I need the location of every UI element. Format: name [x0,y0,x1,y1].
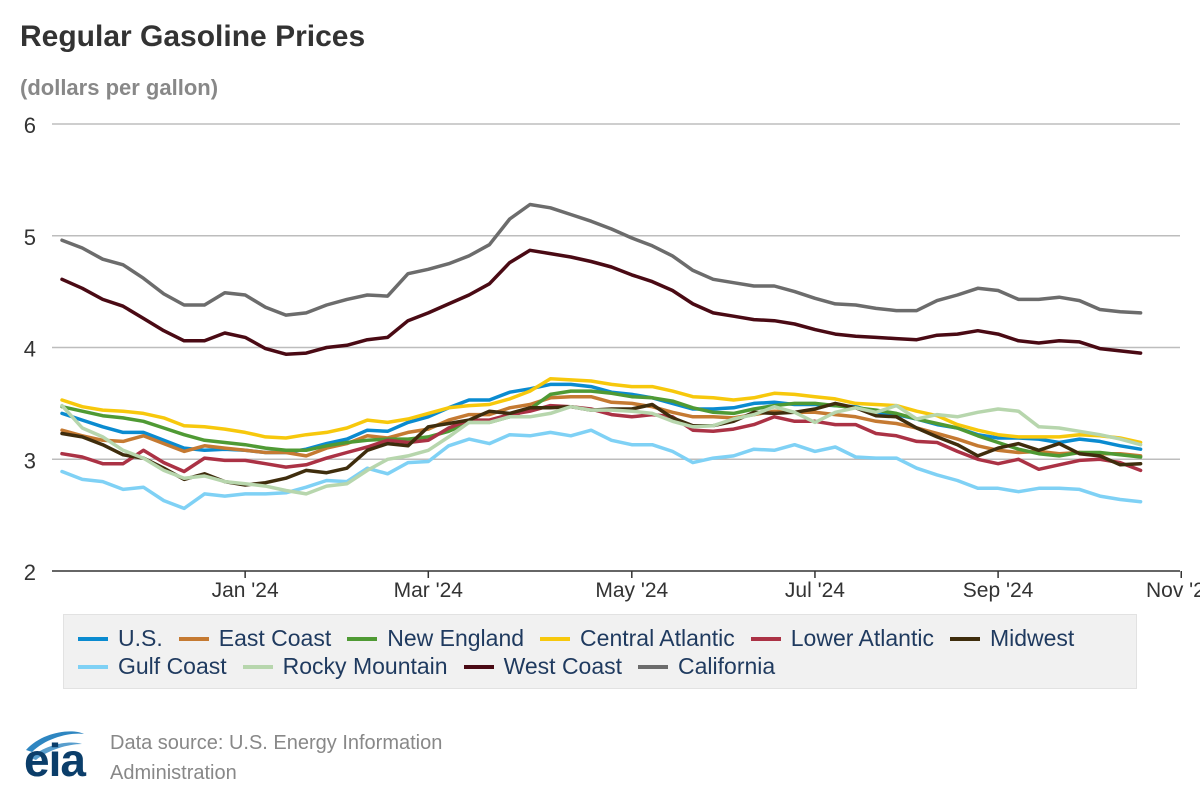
legend-item[interactable]: West Coast [463,653,623,680]
legend-label: Central Atlantic [580,625,735,651]
legend: U.S. East Coast New England Central Atlanti… [63,614,1137,689]
legend-row: Gulf Coast Rocky Mountain West Coast Califo… [78,653,791,680]
chart-subtitle: (dollars per gallon) [20,75,219,100]
legend-item[interactable]: Midwest [949,625,1075,652]
line-chart: 2 3 4 5 6 Jan '24 Mar '24 May '24 Jul '24 Sep '24… [24,113,1200,602]
legend-label: East Coast [218,625,332,651]
chart-title: Regular Gasoline Prices [20,20,366,53]
legend-swatch [463,664,494,669]
series-line-gulf-coast [60,428,1143,511]
legend-label: New England [387,625,525,651]
legend-swatch [78,636,108,641]
legend-swatch [178,636,209,641]
series-line-california [60,202,1143,317]
legend-label: Gulf Coast [118,653,227,679]
series-line-lower-atlantic [60,403,1143,474]
y-tick-label: 4 [24,337,36,362]
legend-item[interactable]: California [638,653,775,680]
series-line-west-coast [60,248,1143,356]
legend-row: U.S. East Coast New England Central Atlanti… [78,625,1090,652]
legend-label: Midwest [989,625,1075,651]
series-lines [60,202,1143,511]
legend-item[interactable]: Lower Atlantic [750,625,934,652]
eia-logo-icon [26,731,84,760]
legend-swatch [540,636,571,641]
legend-item[interactable]: Central Atlantic [540,625,735,652]
legend-label: West Coast [503,653,623,679]
series-line-east-coast [60,394,1143,458]
axes: 2 3 4 5 6 Jan '24 Mar '24 May '24 Jul '24 Sep '24… [24,113,1200,602]
data-source: Data source: U.S. Energy Information Adm… [110,732,443,784]
logo-text: eia [24,734,86,786]
legend-swatch [638,664,669,669]
x-tick-label: May '24 [595,579,668,602]
legend-item[interactable]: Rocky Mountain [242,653,448,680]
legend-swatch [750,636,781,641]
x-tick-label: Sep '24 [963,579,1034,602]
y-tick-label: 6 [24,113,36,138]
y-tick-label: 2 [24,560,36,585]
series-line-central-atlantic [60,377,1143,445]
legend-label: Rocky Mountain [282,653,448,679]
x-tick-label: Jan '24 [212,579,279,602]
legend-label: California [678,653,776,679]
x-tick-label: Nov '24 [1146,579,1200,602]
legend-swatch [78,664,108,669]
x-tick-label: Mar '24 [394,579,464,602]
legend-label: Lower Atlantic [790,625,934,651]
legend-item[interactable]: East Coast [178,625,332,652]
series-line-midwest [60,401,1143,487]
legend-item[interactable]: New England [347,625,524,652]
y-tick-label: 3 [24,448,36,473]
legend-swatch [949,636,980,641]
series-line-rocky-mountain [60,403,1143,496]
x-tick-label: Jul '24 [785,579,845,602]
series-line-new-england [60,389,1143,459]
legend-item[interactable]: U.S. [78,625,163,652]
legend-swatch [347,636,378,641]
legend-swatch [242,664,273,669]
legend-item[interactable]: Gulf Coast [78,653,227,680]
y-tick-label: 5 [24,225,36,250]
legend-label: U.S. [118,625,163,651]
